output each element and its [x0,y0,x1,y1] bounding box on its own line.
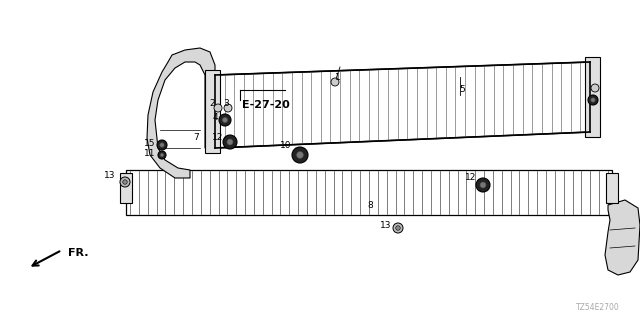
Circle shape [393,223,403,233]
Text: 3: 3 [223,99,229,108]
Text: 8: 8 [367,201,373,210]
Text: TZ54E2700: TZ54E2700 [576,303,620,312]
Text: E-27-20: E-27-20 [242,100,290,110]
Circle shape [157,140,167,150]
Circle shape [223,117,228,123]
Circle shape [123,180,127,184]
Circle shape [214,104,222,112]
Circle shape [588,95,598,105]
Circle shape [223,135,237,149]
Text: 12: 12 [212,132,224,141]
Polygon shape [605,200,640,275]
Text: 15: 15 [144,139,156,148]
Bar [126,170,612,215]
Polygon shape [215,62,590,148]
Polygon shape [585,57,600,137]
Polygon shape [147,48,215,178]
Text: 7: 7 [193,132,199,141]
Circle shape [480,182,486,188]
Circle shape [476,178,490,192]
Text: FR.: FR. [68,248,88,258]
Circle shape [224,104,232,112]
Text: 11: 11 [144,149,156,158]
Circle shape [160,153,164,157]
Text: 10: 10 [280,140,292,149]
Circle shape [160,143,164,147]
Text: 5: 5 [459,85,465,94]
Circle shape [396,226,400,230]
Circle shape [120,177,130,187]
Polygon shape [205,70,220,153]
Circle shape [591,98,595,102]
Circle shape [292,147,308,163]
Circle shape [219,114,231,126]
Text: 12: 12 [465,173,477,182]
Bar [120,173,132,203]
Circle shape [591,84,599,92]
Text: 2: 2 [209,99,215,108]
Circle shape [331,78,339,86]
Text: 13: 13 [104,172,116,180]
Text: 13: 13 [380,221,392,230]
Bar [606,173,618,203]
Circle shape [297,152,303,158]
Text: 4: 4 [212,114,218,123]
Circle shape [158,151,166,159]
Circle shape [227,139,233,145]
Text: 1: 1 [335,74,341,83]
